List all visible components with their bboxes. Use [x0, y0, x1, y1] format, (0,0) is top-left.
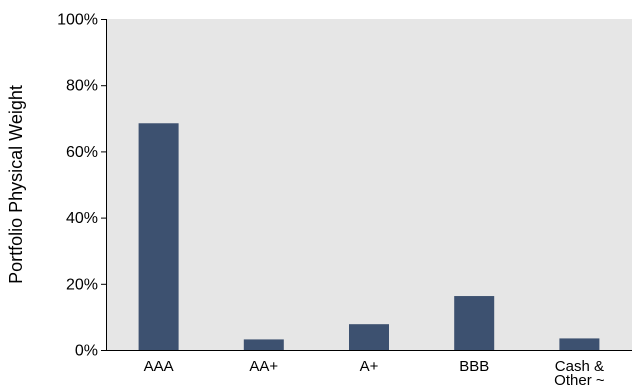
- x-tick-label: Cash & Other ~: [554, 358, 605, 389]
- x-tick-label: BBB: [459, 358, 489, 375]
- x-tick-labels-group: AAA AA+ A+ BBB Cash & Other ~: [144, 358, 605, 389]
- y-tick-label: 60%: [66, 144, 98, 161]
- bars-group: [138, 123, 600, 350]
- bar-aa: [243, 339, 284, 350]
- plot-area: [106, 19, 632, 350]
- bar-bbb: [454, 296, 495, 350]
- y-tick-label: 100%: [57, 12, 98, 29]
- x-tick-label: AAA: [144, 358, 174, 375]
- bar-cash-other: [559, 338, 600, 350]
- y-tick-label: 0%: [75, 343, 98, 360]
- bar-a: [349, 324, 389, 350]
- x-tick-label: AA+: [249, 358, 278, 375]
- y-ticks-group: 0% 20% 40% 60% 80% 100%: [57, 12, 106, 360]
- y-tick-label: 80%: [66, 78, 98, 95]
- x-tick-label: A+: [360, 358, 379, 375]
- y-tick-label: 20%: [66, 276, 98, 293]
- y-tick-label: 40%: [66, 210, 98, 227]
- y-axis-title: Portfolio Physical Weight: [6, 85, 26, 284]
- bar-aaa: [138, 123, 179, 350]
